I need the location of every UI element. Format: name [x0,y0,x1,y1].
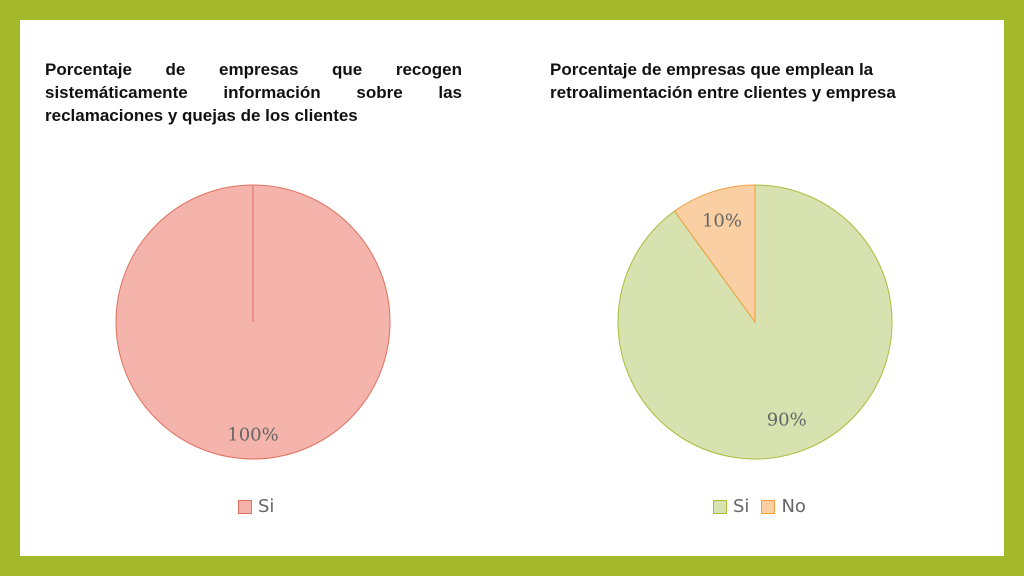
pie-chart-right: 90% 10% [617,184,893,460]
slide: Porcentaje de empresas que recogen siste… [20,20,1004,556]
legend-right: Si No [713,496,806,517]
pie-slice-no [673,184,756,324]
chart-title-right: Porcentaje de empresas que emplean la re… [550,60,896,102]
legend-label-si: Si [258,496,275,517]
legend-left: Si [238,496,274,517]
legend-item: No [761,496,806,517]
legend-item: Si [238,496,274,517]
data-label: 10% [702,210,742,231]
legend-item: Si [713,496,749,517]
legend-label-si: Si [733,496,750,517]
legend-swatch-si [713,499,727,514]
data-label: 100% [227,424,278,445]
legend-swatch-si [238,499,252,514]
legend-label-no: No [781,496,806,517]
legend-swatch-no [761,499,776,514]
pie-chart-left: 100% [115,184,391,460]
data-label: 90% [767,410,807,431]
chart-title-left: Porcentaje de empresas que recogen siste… [45,60,462,125]
